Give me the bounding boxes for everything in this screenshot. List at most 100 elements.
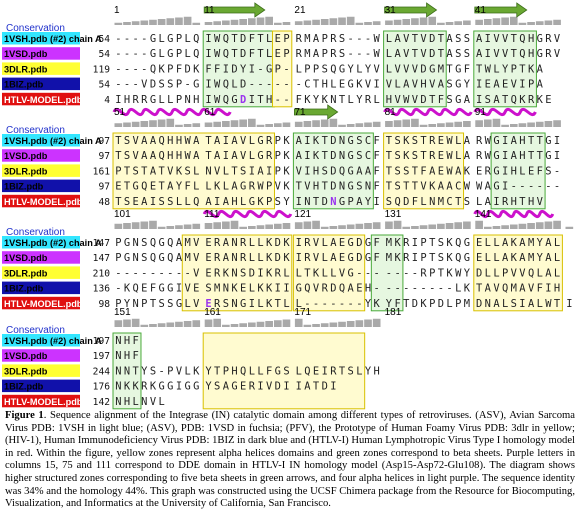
conservation-bar <box>346 16 355 25</box>
residue: - <box>115 79 121 91</box>
structure-label-box <box>2 296 80 310</box>
residue: N <box>485 298 491 310</box>
residue: L <box>348 94 354 106</box>
residue: V <box>193 298 199 310</box>
residue: W <box>374 48 381 60</box>
residue: R <box>485 165 492 177</box>
conservation-bar <box>509 124 518 127</box>
residue: F <box>537 283 543 295</box>
conservation-bar <box>248 18 256 25</box>
residue: S <box>124 196 130 208</box>
residue: V <box>412 94 418 106</box>
residue: T <box>205 150 212 162</box>
residue: V <box>537 196 543 208</box>
residue: K <box>283 135 290 147</box>
residue: - <box>133 63 139 75</box>
conservation-bar <box>303 221 312 229</box>
residue: R <box>403 237 410 249</box>
residue: D <box>275 381 281 393</box>
conservation-bar <box>222 324 230 327</box>
residue: - <box>283 63 289 75</box>
residue: I <box>257 267 263 279</box>
residue: L <box>296 63 302 75</box>
residue: C <box>304 79 310 91</box>
residue: T <box>339 94 346 106</box>
conservation-bar <box>346 321 355 327</box>
residue: R <box>304 252 311 264</box>
residue: - <box>249 79 255 91</box>
conservation-bar <box>183 124 192 127</box>
conservation-bar <box>213 222 222 229</box>
residue: I <box>330 381 336 393</box>
sequence-start-number: 197 <box>93 351 111 362</box>
alpha-helix-ribbon <box>473 107 537 117</box>
residue: L <box>554 267 560 279</box>
conservation-bar <box>372 318 381 327</box>
column-tick-label: 31 <box>385 5 397 16</box>
residue: D <box>356 252 362 264</box>
residue: L <box>493 63 499 75</box>
residue: A <box>545 237 552 249</box>
residue: S <box>394 181 400 193</box>
residue: P <box>283 48 289 60</box>
residue: R <box>330 48 337 60</box>
sequence-start-number: 176 <box>93 382 111 393</box>
conservation-bar <box>518 223 527 229</box>
conservation-bar <box>454 21 463 25</box>
residue: V <box>184 283 190 295</box>
column-tick-label: 71 <box>294 107 306 118</box>
residue: Y <box>356 94 363 106</box>
residue: Q <box>223 33 229 45</box>
column-tick-label: 41 <box>475 5 487 16</box>
residue: S <box>386 196 392 208</box>
residue: - <box>374 267 380 279</box>
residue: Q <box>133 283 139 295</box>
residue: S <box>455 33 461 45</box>
residue: S <box>464 196 470 208</box>
conservation-bar <box>544 221 553 229</box>
residue: I <box>304 165 310 177</box>
residue: D <box>330 181 336 193</box>
residue: P <box>176 48 182 60</box>
conservation-bar <box>411 18 419 25</box>
residue: W <box>455 267 462 279</box>
residue: L <box>184 298 190 310</box>
residue: N <box>223 283 229 295</box>
conservation-bar <box>149 19 157 25</box>
residue: S <box>158 196 164 208</box>
residue: P <box>141 298 147 310</box>
residue: E <box>339 79 345 91</box>
residue: A <box>313 33 320 45</box>
conservation-bar <box>329 226 338 229</box>
residue: L <box>322 252 328 264</box>
residue: R <box>330 33 337 45</box>
column-tick-label: 1 <box>114 5 120 16</box>
residue: A <box>141 150 148 162</box>
conservation-bar <box>419 124 428 127</box>
residue: S <box>511 298 517 310</box>
residue: T <box>304 267 311 279</box>
conservation-bar <box>282 223 291 229</box>
residue: K <box>403 150 410 162</box>
residue: Y <box>348 63 355 75</box>
residue: S <box>403 165 409 177</box>
conservation-bar <box>329 322 338 327</box>
helix-zone <box>202 332 366 410</box>
residue: K <box>283 237 290 249</box>
conservation-bar <box>338 17 346 25</box>
residue: M <box>386 252 392 264</box>
residue: S <box>455 48 461 60</box>
residue: A <box>438 181 445 193</box>
residue: M <box>438 196 444 208</box>
residue: E <box>438 150 444 162</box>
residue: R <box>240 237 247 249</box>
conservation-bar <box>419 225 428 229</box>
residue: - <box>141 33 147 45</box>
residue: D <box>275 237 281 249</box>
residue: Q <box>511 94 517 106</box>
conservation-bar <box>239 323 247 327</box>
column-tick-label: 81 <box>385 107 397 118</box>
residue: - <box>356 48 362 60</box>
residue: T <box>322 150 329 162</box>
column-tick-label: 51 <box>114 107 126 118</box>
